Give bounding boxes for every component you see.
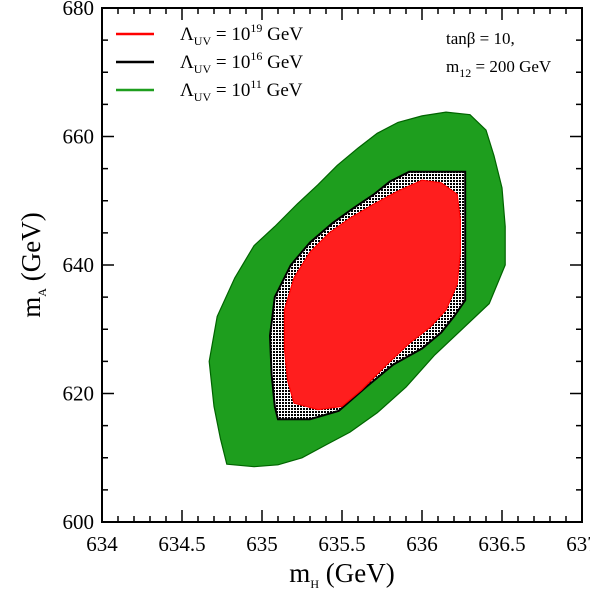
y-tick-label: 640	[63, 253, 95, 277]
annotation-m12: m12 = 200 GeV	[446, 57, 552, 80]
region-lambda-uv-1e19	[283, 179, 461, 411]
x-tick-label: 635	[246, 532, 278, 556]
y-tick-label: 620	[63, 382, 95, 406]
legend-item: ΛUV = 1011 GeV	[116, 77, 303, 104]
x-tick-label: 636.5	[478, 532, 525, 556]
legend-label: ΛUV = 1011 GeV	[180, 77, 303, 104]
x-tick-labels: 634 634.5 635 635.5 636 636.5 637	[86, 532, 590, 556]
legend-label: ΛUV = 1019 GeV	[180, 21, 303, 48]
legend: ΛUV = 1019 GeV ΛUV = 1016 GeV ΛUV = 1011…	[116, 21, 303, 104]
y-tick-label: 660	[63, 125, 95, 149]
x-axis-title: mH (GeV)	[289, 558, 394, 590]
y-tick-label: 680	[63, 0, 95, 20]
legend-item: ΛUV = 1019 GeV	[116, 21, 303, 48]
legend-label: ΛUV = 1016 GeV	[180, 49, 303, 76]
x-tick-label: 634.5	[158, 532, 205, 556]
legend-item: ΛUV = 1016 GeV	[116, 49, 303, 76]
annotation-tanbeta: tanβ = 10,	[446, 29, 515, 48]
x-tick-label: 637	[566, 532, 590, 556]
x-tick-label: 636	[406, 532, 438, 556]
y-tick-labels: 600 620 640 660 680	[63, 0, 95, 534]
y-axis-title: mA (GeV)	[16, 212, 49, 317]
x-tick-label: 635.5	[318, 532, 365, 556]
x-tick-label: 634	[86, 532, 118, 556]
y-tick-label: 600	[63, 510, 95, 534]
plot-regions	[208, 111, 506, 468]
annotation: tanβ = 10, m12 = 200 GeV	[446, 29, 552, 80]
axis-ticks	[101, 7, 583, 523]
